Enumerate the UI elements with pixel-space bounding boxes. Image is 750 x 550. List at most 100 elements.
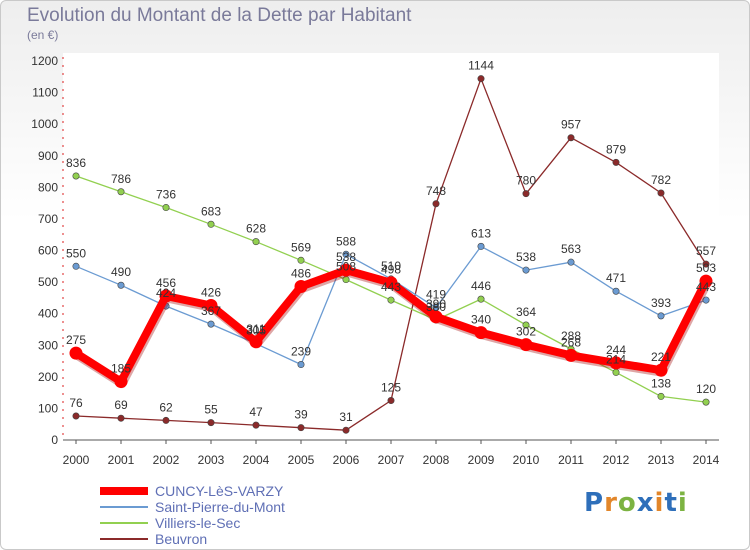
series-1-label-8: 419 [426, 288, 446, 302]
logo-letter-0: P [584, 488, 605, 518]
series-1-label-9: 613 [471, 226, 491, 240]
series-0-point-14 [699, 274, 713, 288]
series-0-point-11 [564, 348, 578, 362]
series-1-label-14: 443 [696, 280, 716, 294]
series-3-point-2 [162, 416, 170, 424]
series-2-point-9 [477, 295, 485, 303]
series-0-label-10: 302 [516, 325, 536, 339]
chart-title: Evolution du Montant de la Dette par Hab… [27, 5, 412, 26]
y-tick-label-10: 1000 [31, 117, 58, 131]
series-3-label-7: 125 [381, 381, 401, 395]
series-0-label-5: 486 [291, 267, 311, 281]
x-tick-label-8: 2008 [423, 453, 450, 467]
series-2-point-5 [297, 256, 305, 264]
series-3-label-9: 1144 [468, 59, 494, 73]
series-0-label-12: 244 [606, 343, 626, 357]
y-tick-label-8: 800 [38, 180, 58, 194]
series-1-point-9 [477, 242, 485, 250]
series-0-label-14: 503 [696, 261, 716, 275]
y-tick-label-2: 200 [38, 370, 58, 384]
series-2-label-8: 380 [426, 300, 446, 314]
logo-letter-4: i [654, 488, 665, 518]
series-3-point-11 [567, 134, 575, 142]
series-1-label-7: 510 [381, 259, 401, 273]
series-1-label-4: 305 [246, 324, 266, 338]
series-2-point-0 [72, 172, 80, 180]
series-3-point-3 [207, 419, 215, 427]
plot-area [63, 53, 719, 440]
series-3-label-14: 557 [696, 244, 716, 258]
series-3-label-6: 31 [339, 410, 353, 424]
series-2-point-1 [117, 188, 125, 196]
legend-swatch-0 [100, 487, 148, 495]
series-3-label-2: 62 [159, 400, 173, 414]
series-3-label-5: 39 [294, 408, 308, 422]
series-1-label-13: 393 [651, 296, 671, 310]
series-1-point-0 [72, 262, 80, 270]
series-3-point-4 [252, 421, 260, 429]
series-2-label-9: 446 [471, 279, 491, 293]
logo-letter-5: t [664, 488, 678, 518]
series-0-label-4: 311 [246, 322, 265, 336]
logo-letter-1: r [604, 488, 618, 518]
series-3-label-13: 782 [651, 173, 671, 187]
series-2-label-0: 836 [66, 156, 86, 170]
series-2-point-14 [702, 398, 710, 406]
series-2-label-3: 683 [201, 204, 221, 218]
series-2-point-10 [522, 321, 530, 329]
series-1-label-1: 490 [111, 265, 131, 279]
series-0-point-12 [609, 356, 623, 370]
x-tick-label-7: 2007 [378, 453, 405, 467]
series-3-point-0 [72, 412, 80, 420]
series-1-label-12: 471 [606, 271, 626, 285]
series-3-point-14 [702, 260, 710, 268]
series-0-label-3: 426 [201, 285, 221, 299]
x-tick-label-12: 2012 [603, 453, 630, 467]
series-3-point-8 [432, 200, 440, 208]
x-tick-label-9: 2009 [468, 453, 495, 467]
x-tick-label-0: 2000 [63, 453, 90, 467]
series-0-label-2: 456 [156, 276, 176, 290]
series-3-point-1 [117, 414, 125, 422]
series-1-point-13 [657, 312, 665, 320]
legend-label-3: Beuvron [155, 531, 208, 547]
series-0-label-13: 221 [651, 350, 671, 364]
series-1-point-6 [342, 250, 350, 258]
x-tick-label-6: 2006 [333, 453, 360, 467]
series-2-label-12: 214 [606, 352, 626, 366]
legend-label-0: CUNCY-LèS-VARZY [155, 483, 284, 499]
series-3-point-9 [477, 75, 485, 83]
series-3-label-10: 780 [516, 174, 536, 188]
series-3-label-4: 47 [249, 405, 263, 419]
legend-swatch-3 [100, 538, 148, 540]
legend-item-2: Villiers-le-Sec [100, 515, 360, 531]
series-1-point-5 [297, 361, 305, 369]
legend-item-0: CUNCY-LèS-VARZY [100, 483, 360, 499]
y-tick-label-7: 700 [38, 212, 58, 226]
series-0-label-11: 268 [561, 335, 581, 349]
series-2-point-13 [657, 392, 665, 400]
series-3-label-0: 76 [69, 396, 83, 410]
series-2-label-7: 443 [381, 280, 401, 294]
chart-unit-label: (en €) [27, 28, 59, 42]
series-3-point-6 [342, 426, 350, 434]
series-0-point-9 [474, 326, 488, 340]
series-3-point-13 [657, 189, 665, 197]
x-tick-label-13: 2013 [648, 453, 675, 467]
legend-item-3: Beuvron [100, 531, 360, 547]
series-1-point-14 [702, 296, 710, 304]
legend-label-1: Saint-Pierre-du-Mont [155, 499, 285, 515]
y-tick-label-11: 1100 [32, 86, 58, 100]
series-1-label-2: 424 [156, 286, 176, 300]
x-tick-label-3: 2003 [198, 453, 225, 467]
series-2-point-4 [252, 238, 260, 246]
series-2-label-6: 508 [336, 260, 356, 274]
series-2-label-13: 138 [651, 376, 671, 390]
series-1-label-11: 563 [561, 242, 581, 256]
series-2-label-2: 736 [156, 188, 176, 202]
series-0-point-6 [339, 263, 353, 277]
legend-item-1: Saint-Pierre-du-Mont [100, 499, 360, 515]
series-0-point-3 [204, 298, 218, 312]
series-0-label-8: 390 [426, 297, 446, 311]
